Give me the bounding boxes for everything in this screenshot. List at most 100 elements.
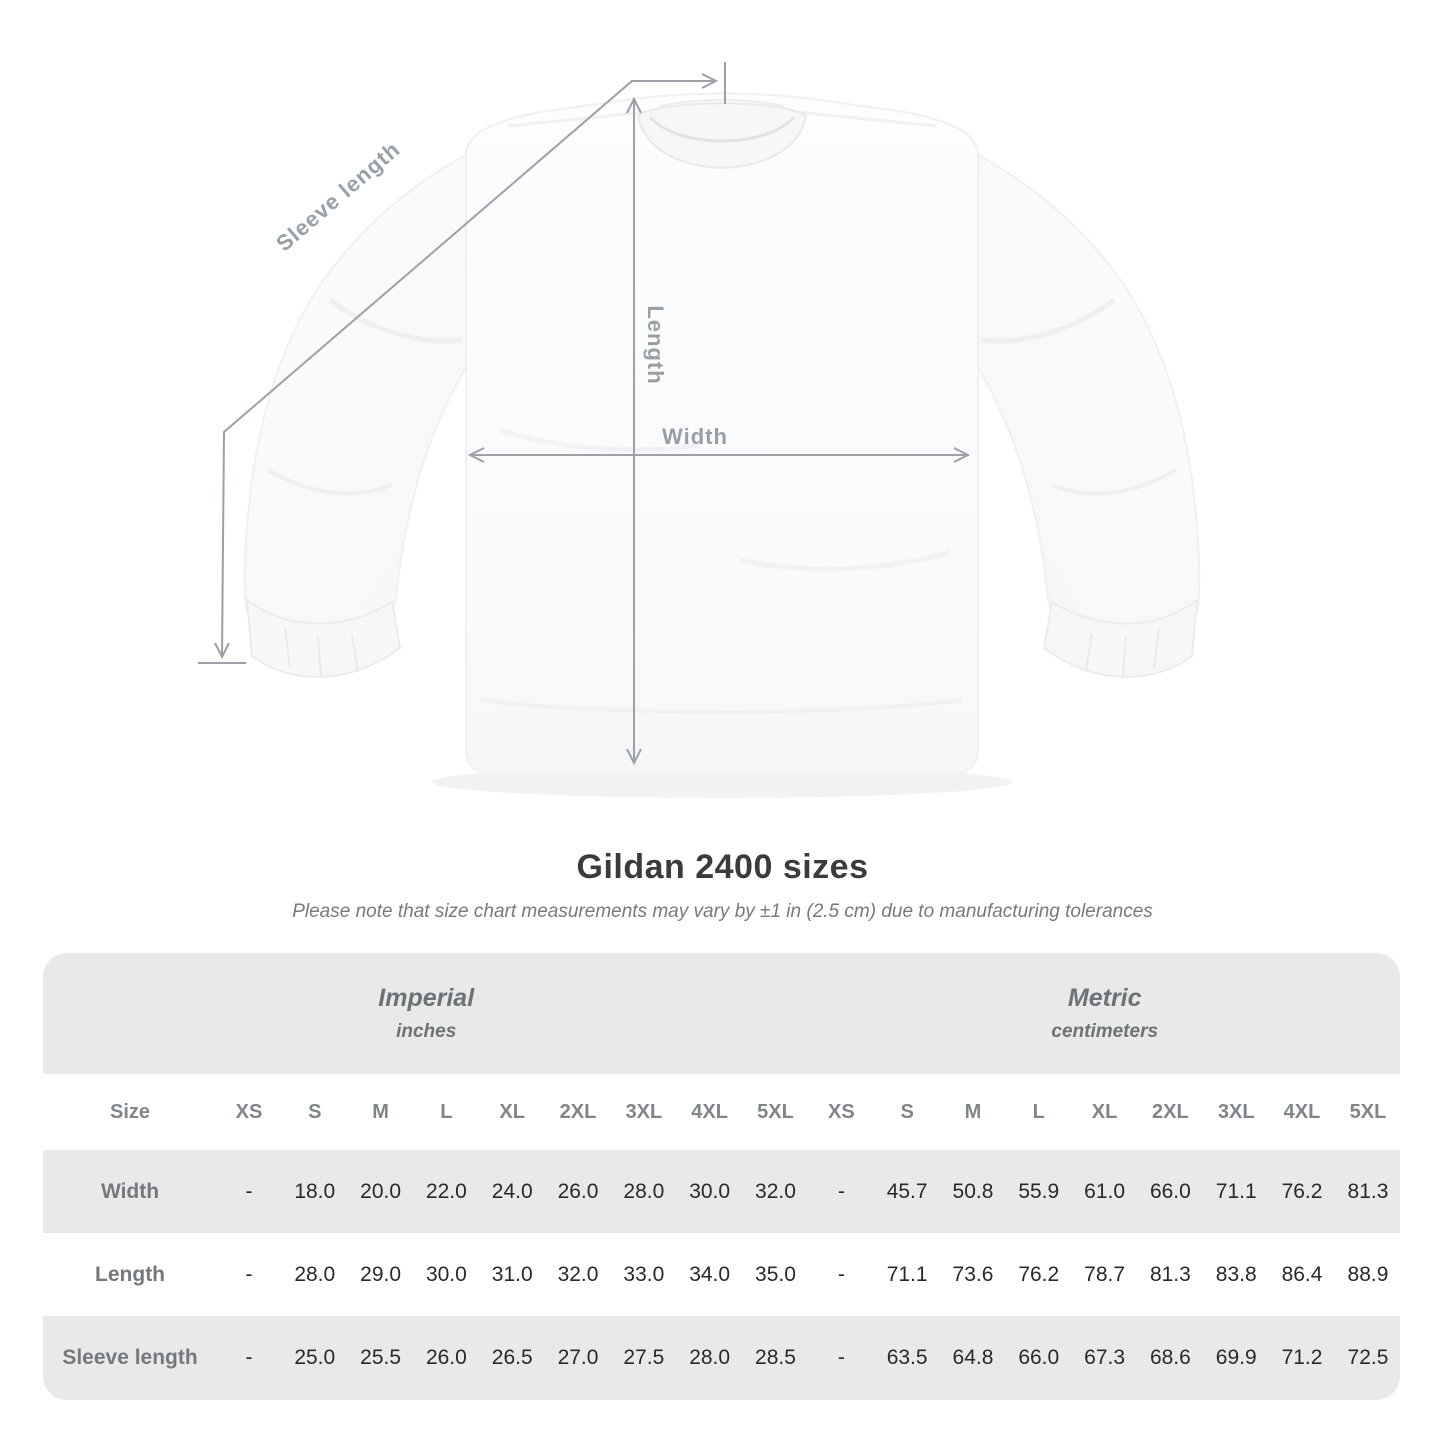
table-row-sleeve-length: Sleeve length - 25.0 25.5 26.0 26.5 27.0…	[43, 1316, 1400, 1400]
metric-label: Metric	[1067, 984, 1142, 1012]
size-value-cell: 72.5	[1333, 1316, 1400, 1400]
size-col-header: L	[412, 1074, 479, 1150]
imperial-group-header: Imperial inches	[43, 953, 808, 1074]
size-value-cell: 71.2	[1268, 1316, 1334, 1400]
size-value-cell: 76.2	[1268, 1150, 1334, 1233]
size-col-header: 3XL	[1202, 1074, 1269, 1150]
shirt-measurement-diagram: Sleeve length Length Width	[198, 62, 1445, 798]
size-value-cell: 32.0	[544, 1233, 610, 1316]
size-value-cell: -	[807, 1233, 874, 1316]
size-value-cell: 30.0	[412, 1233, 479, 1316]
size-value-cell: 45.7	[873, 1150, 940, 1233]
size-value-cell: 50.8	[939, 1150, 1005, 1233]
size-col-header: M	[939, 1074, 1005, 1150]
length-label: Length	[643, 305, 668, 384]
metric-unit: centimeters	[1051, 1021, 1159, 1042]
size-value-cell: 26.0	[412, 1316, 479, 1400]
size-value-cell: 24.0	[478, 1150, 545, 1233]
table-row-length: Length - 28.0 29.0 30.0 31.0 32.0 33.0 3…	[43, 1233, 1400, 1316]
size-col-header: S	[873, 1074, 940, 1150]
sleeve-length-arrow	[198, 62, 726, 664]
width-arrow	[467, 447, 971, 463]
size-value-cell: 61.0	[1070, 1150, 1137, 1233]
size-value-cell: 31.0	[478, 1233, 545, 1316]
size-value-cell: 22.0	[412, 1150, 479, 1233]
metric-group-header: Metric centimeters	[807, 953, 1400, 1074]
size-value-cell: 30.0	[675, 1150, 742, 1233]
size-value-cell: -	[215, 1150, 281, 1233]
size-col-header: XS	[215, 1074, 281, 1150]
tolerance-note: Please note that size chart measurements…	[292, 901, 1153, 922]
size-value-cell: 64.8	[939, 1316, 1005, 1400]
size-value-cell: 27.0	[544, 1316, 610, 1400]
size-value-cell: 32.0	[741, 1150, 808, 1233]
size-value-cell: 83.8	[1202, 1233, 1269, 1316]
size-value-cell: -	[215, 1316, 281, 1400]
size-value-cell: 20.0	[346, 1150, 413, 1233]
size-value-cell: 78.7	[1070, 1233, 1137, 1316]
size-value-cell: 34.0	[675, 1233, 742, 1316]
width-label: Width	[662, 424, 728, 449]
length-arrow	[626, 96, 642, 766]
size-col-header: XL	[1070, 1074, 1137, 1150]
size-value-cell: 81.3	[1136, 1233, 1203, 1316]
size-value-cell: 86.4	[1268, 1233, 1334, 1316]
size-value-cell: 25.5	[346, 1316, 413, 1400]
size-value-cell: 33.0	[609, 1233, 676, 1316]
size-value-cell: 18.0	[280, 1150, 347, 1233]
row-label: Sleeve length	[43, 1316, 216, 1400]
size-col-header: 4XL	[675, 1074, 742, 1150]
size-col-header: XS	[807, 1074, 874, 1150]
shirt-body	[465, 92, 979, 775]
size-value-cell: 26.0	[544, 1150, 610, 1233]
size-col-header: L	[1004, 1074, 1071, 1150]
row-label: Length	[43, 1233, 216, 1316]
size-value-cell: 71.1	[1202, 1150, 1269, 1233]
size-header-row: Size XS S M L XL 2XL 3XL 4XL 5XL XS S M …	[43, 1074, 1400, 1150]
imperial-label: Imperial	[378, 984, 475, 1012]
page-title: Gildan 2400 sizes	[576, 848, 869, 886]
size-value-cell: 81.3	[1333, 1150, 1400, 1233]
size-value-cell: 71.1	[873, 1233, 940, 1316]
shirt-illustration	[245, 92, 1199, 775]
size-col-header: 2XL	[1136, 1074, 1203, 1150]
size-value-cell: 55.9	[1004, 1150, 1071, 1233]
shirt-collar	[636, 102, 808, 170]
table-row-width: Width - 18.0 20.0 22.0 24.0 26.0 28.0 30…	[43, 1150, 1400, 1233]
size-value-cell: 27.5	[609, 1316, 676, 1400]
size-col-header: 3XL	[609, 1074, 676, 1150]
size-value-cell: -	[807, 1150, 874, 1233]
size-col-header: 2XL	[544, 1074, 610, 1150]
size-value-cell: 76.2	[1004, 1233, 1071, 1316]
size-chart-table: Imperial inches Metric centimeters Size …	[43, 953, 1400, 1400]
size-value-cell: -	[215, 1233, 281, 1316]
size-value-cell: 88.9	[1333, 1233, 1400, 1316]
unit-group-row: Imperial inches Metric centimeters	[43, 953, 1400, 1074]
measurement-annotations	[198, 62, 971, 766]
size-value-cell: 25.0	[280, 1316, 347, 1400]
size-header: Size	[43, 1074, 216, 1150]
size-value-cell: 63.5	[873, 1316, 940, 1400]
size-col-header: 5XL	[1333, 1074, 1400, 1150]
size-value-cell: 66.0	[1004, 1316, 1071, 1400]
imperial-unit: inches	[396, 1021, 457, 1042]
size-value-cell: 67.3	[1070, 1316, 1137, 1400]
size-value-cell: 68.6	[1136, 1316, 1203, 1400]
size-value-cell: 29.0	[346, 1233, 413, 1316]
size-value-cell: 69.9	[1202, 1316, 1269, 1400]
size-value-cell: 66.0	[1136, 1150, 1203, 1233]
size-value-cell: 28.0	[609, 1150, 676, 1233]
size-value-cell: 28.0	[675, 1316, 742, 1400]
size-col-header: XL	[478, 1074, 545, 1150]
size-value-cell: 73.6	[939, 1233, 1005, 1316]
size-col-header: M	[346, 1074, 413, 1150]
size-value-cell: 28.0	[280, 1233, 347, 1316]
size-value-cell: -	[807, 1316, 874, 1400]
size-value-cell: 26.5	[478, 1316, 545, 1400]
size-value-cell: 35.0	[741, 1233, 808, 1316]
row-label: Width	[43, 1150, 216, 1233]
size-col-header: 4XL	[1268, 1074, 1334, 1150]
size-col-header: S	[280, 1074, 347, 1150]
size-col-header: 5XL	[741, 1074, 808, 1150]
size-value-cell: 28.5	[741, 1316, 808, 1400]
